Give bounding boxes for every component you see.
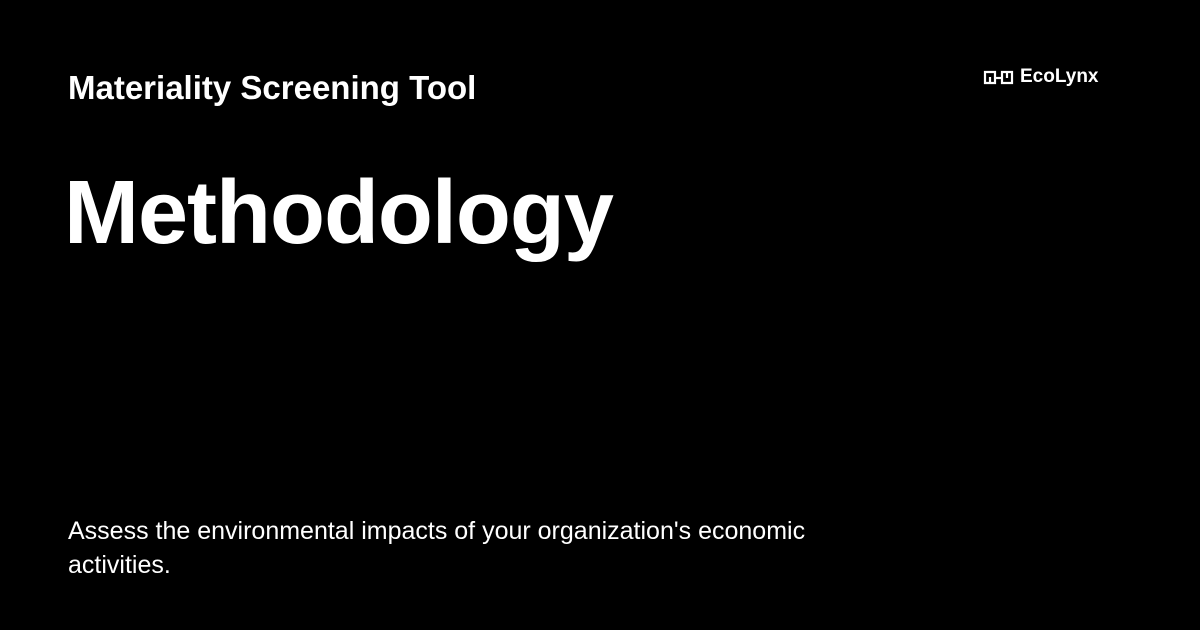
brand-logo: EcoLynx	[983, 64, 1099, 90]
page-supertitle: Materiality Screening Tool	[68, 69, 477, 106]
page-title: Methodology	[64, 163, 614, 263]
ecolynx-logo-icon	[983, 70, 1014, 85]
page-description: Assess the environmental impacts of your…	[68, 517, 806, 579]
brand-name: EcoLynx	[1020, 66, 1099, 87]
